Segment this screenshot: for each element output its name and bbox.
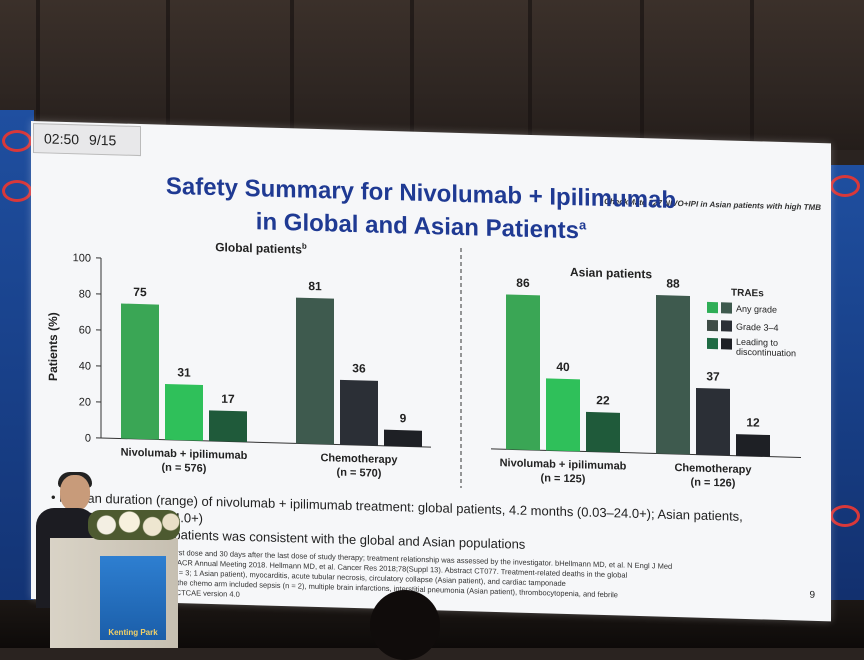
legend-swatch [721, 302, 732, 313]
bar-value-label: 22 [596, 393, 610, 407]
bar-value-label: 31 [177, 365, 191, 379]
legend-swatch [721, 338, 732, 349]
bar [384, 430, 422, 447]
slide-timer: 02:50 9/15 [33, 123, 141, 156]
cloud-ornament [2, 180, 32, 202]
bar [696, 388, 730, 456]
y-tick-label: 60 [79, 324, 91, 336]
bar [546, 378, 580, 451]
group-label: Nivolumab + ipilimumab [500, 457, 627, 473]
bar-value-label: 81 [308, 279, 322, 293]
group-label: Nivolumab + ipilimumab [121, 447, 248, 463]
asian-chart-title: Asian patients [570, 265, 652, 281]
y-tick-label: 100 [73, 252, 91, 265]
bar [340, 380, 378, 446]
timer-time: 02:50 [44, 130, 79, 147]
cloud-ornament [830, 505, 860, 527]
group-n-label: (n = 125) [541, 472, 586, 485]
bar [736, 434, 770, 457]
slide-counter: 9/15 [89, 132, 116, 149]
bar [506, 294, 540, 450]
bar-value-label: 36 [352, 361, 366, 375]
y-tick-label: 40 [79, 360, 91, 372]
podium-brand: Kenting Park [100, 628, 166, 637]
global-chart-title: Global patientsb [215, 239, 307, 257]
bar [121, 304, 159, 440]
bar [165, 384, 203, 441]
group-n-label: (n = 570) [337, 467, 382, 480]
bar-value-label: 75 [133, 285, 147, 299]
bar-value-label: 37 [706, 369, 720, 383]
cloud-ornament [2, 130, 32, 152]
bar [656, 295, 690, 454]
bar-value-label: 88 [666, 276, 680, 290]
legend-title: TRAEs [731, 288, 764, 300]
safety-bar-charts: 0 20 40 60 80 100 Patients (%) Global patientsb… [31, 231, 831, 503]
group-n-label: (n = 576) [162, 462, 207, 475]
bar-value-label: 12 [746, 415, 760, 429]
flower-arrangement [88, 510, 180, 540]
wall-panel [750, 0, 754, 160]
wall-panel [640, 0, 644, 160]
speaker-head [60, 475, 90, 511]
bar-value-label: 86 [516, 276, 530, 290]
y-tick-label: 20 [79, 396, 91, 408]
group-n-label: (n = 126) [691, 476, 736, 489]
bar [586, 412, 620, 453]
page-number: 9 [809, 590, 815, 601]
global-chart-title-sup: b [302, 242, 307, 251]
title-superscript: a [579, 217, 586, 232]
legend-swatch [707, 302, 718, 313]
legend-swatch [707, 338, 718, 349]
bar-value-label: 17 [221, 392, 235, 406]
bar-value-label: 9 [400, 411, 407, 425]
bar [209, 410, 247, 442]
legend-swatch [707, 320, 718, 331]
legend-swatch [721, 320, 732, 331]
legend-label: discontinuation [736, 347, 796, 359]
legend-label: Any grade [736, 304, 777, 315]
group-label: Chemotherapy [320, 452, 398, 466]
y-tick-label: 0 [85, 433, 91, 445]
group-label: Chemotherapy [674, 462, 752, 476]
bar-value-label: 40 [556, 360, 570, 374]
legend-label: Grade 3–4 [736, 322, 779, 333]
y-tick-label: 80 [79, 288, 91, 300]
y-axis-title: Patients (%) [46, 312, 60, 381]
cloud-ornament [830, 175, 860, 197]
audience-head [370, 590, 440, 660]
bar [296, 298, 334, 445]
